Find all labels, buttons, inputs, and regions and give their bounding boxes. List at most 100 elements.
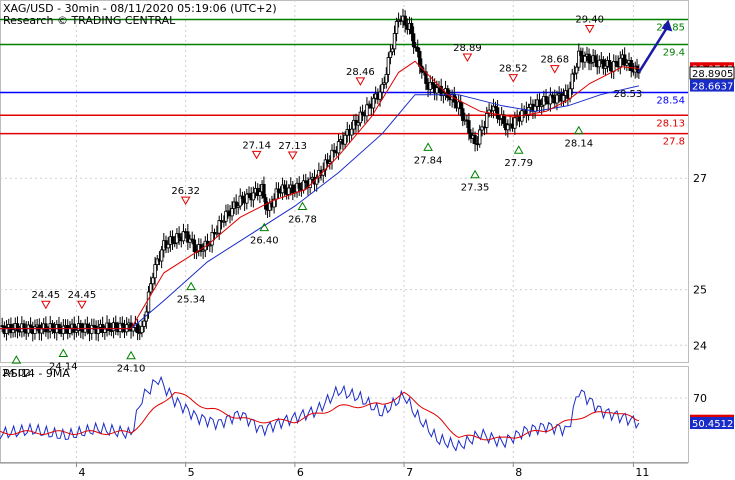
candle-body [473, 135, 477, 145]
candle-body [46, 330, 50, 333]
candle-body [386, 57, 391, 75]
candle-body [238, 195, 242, 207]
candle-body [230, 208, 234, 217]
rsi-tag: 50.4512 [692, 419, 733, 430]
price-tag-bg [689, 66, 735, 80]
candle-body [480, 126, 484, 131]
candle-body [629, 60, 633, 72]
candle-body [28, 324, 33, 328]
rsi-panel-title: RSI14 - 9MA [3, 367, 70, 380]
support-marker-icon [513, 145, 524, 154]
candle-body [240, 195, 245, 200]
chart-title: XAG/USD - 30min - 08/11/2020 05:19:06 (U… [3, 2, 277, 15]
candle-body [79, 323, 83, 331]
support-label: 27.35 [461, 183, 490, 194]
resistance-label: 28.68 [540, 55, 569, 66]
candle-body [215, 232, 219, 235]
candle-body [175, 233, 179, 244]
candle-body [186, 231, 190, 243]
x-tick-label: 6 [297, 466, 304, 479]
candle-body [282, 184, 287, 189]
candle-body [544, 96, 548, 102]
candle-body [497, 118, 502, 120]
candle-body [146, 291, 151, 313]
candle-body [356, 122, 360, 126]
support-marker-icon [470, 169, 480, 179]
candle-body [151, 277, 155, 285]
resistance-marker-icon [508, 74, 519, 83]
resistance-marker-icon [180, 196, 191, 206]
support-label: 24.02 [2, 368, 31, 379]
candle-body [502, 114, 506, 124]
chart-subtitle: Research © TRADING CENTRAL [3, 14, 176, 27]
candle-body [192, 239, 197, 253]
candle-body [201, 249, 205, 252]
candle-body [388, 51, 393, 58]
candle-body [85, 323, 90, 329]
candle-body [61, 325, 66, 334]
candle-body [245, 193, 249, 204]
candle-body [390, 48, 395, 53]
candle-body [513, 117, 517, 129]
candle-body [392, 32, 397, 50]
candle-body [416, 46, 420, 52]
candle-body [409, 22, 414, 35]
candle-body [360, 111, 365, 116]
candle-body [411, 33, 416, 48]
forecast-arrow-head-icon [661, 19, 673, 32]
candle-body [493, 105, 498, 109]
candle-body [280, 184, 285, 194]
candle-body [96, 326, 100, 334]
rsi-y-tick-label: 70 [693, 392, 707, 405]
rsi-line [0, 375, 640, 452]
level-label: 28.54 [656, 95, 685, 106]
candle-body [155, 258, 159, 265]
candle-body [323, 159, 328, 171]
resistance-label: 24.45 [68, 290, 97, 301]
x-tick-label: 7 [406, 466, 413, 479]
price-tag: 28.8905 [692, 69, 733, 80]
candle-body [210, 232, 214, 246]
resistance-label: 24.45 [32, 290, 61, 301]
support-marker-icon [186, 281, 196, 291]
level-label: 27.8 [663, 137, 685, 148]
x-tick-label: 11 [635, 466, 649, 479]
candle-body [304, 180, 308, 184]
candle-body [561, 95, 566, 102]
candle-body [328, 161, 332, 164]
x-tick-label: 8 [515, 466, 522, 479]
candle-body [343, 134, 347, 145]
support-label: 24.10 [117, 364, 146, 375]
candle-body [224, 210, 228, 222]
main-plot-frame [0, 0, 689, 363]
candle-body [349, 128, 354, 136]
candle-body [583, 55, 587, 63]
candle-body [297, 182, 301, 189]
resistance-marker-icon [355, 77, 366, 86]
candle-body [612, 61, 616, 72]
candle-body [603, 65, 608, 69]
candle-body [330, 149, 334, 163]
candle-body [57, 324, 61, 328]
candle-body [120, 322, 125, 326]
support-label: 27.84 [414, 155, 443, 166]
candle-body [287, 187, 291, 195]
candle-body [548, 94, 553, 105]
candle-body [430, 82, 435, 86]
candle-body [291, 184, 295, 194]
candle-body [107, 322, 111, 331]
y-tick-label: 25 [693, 284, 707, 297]
candle-body [378, 91, 382, 100]
candle-body [574, 66, 579, 74]
support-label: 24.14 [49, 361, 78, 372]
ma-fast-line [0, 60, 639, 330]
candle-body [140, 325, 144, 334]
resistance-label: 27.14 [242, 140, 271, 151]
candle-body [135, 323, 140, 334]
support-label: 26.40 [250, 236, 279, 247]
y-tick-label: 24 [693, 339, 707, 352]
support-marker-icon [58, 348, 69, 357]
candle-body [384, 73, 389, 84]
rsi-tag-bg [690, 417, 734, 430]
